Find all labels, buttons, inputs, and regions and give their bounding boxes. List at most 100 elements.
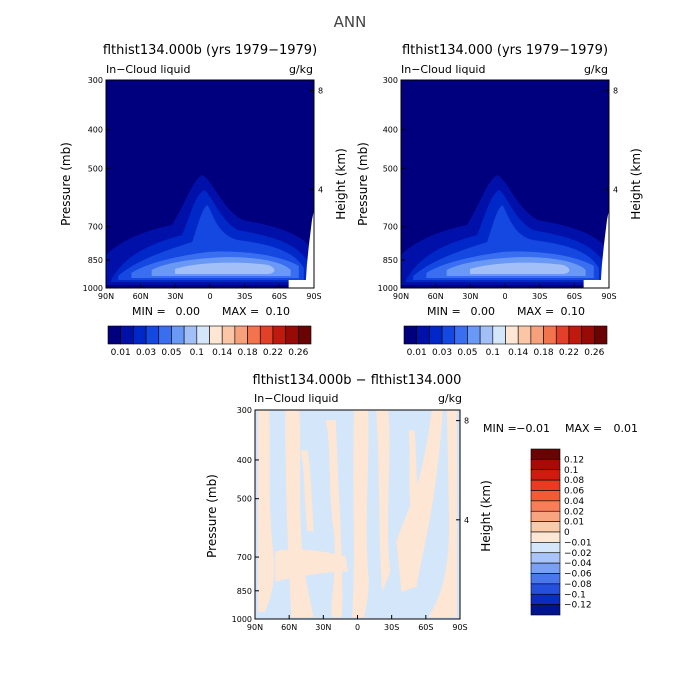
x-tick-label: 90N xyxy=(393,292,409,301)
colorbar-swatch xyxy=(259,325,274,345)
pressure-axis-label: Pressure (mb) xyxy=(205,474,219,558)
colorbar-swatch xyxy=(158,325,172,345)
height-axis-label: Height (km) xyxy=(629,148,643,219)
colorbar-swatch xyxy=(555,325,570,345)
colorbar-label: −0.04 xyxy=(564,559,592,569)
colorbar-swatch xyxy=(285,325,299,345)
colorbar-swatch xyxy=(196,325,210,345)
colorbar-label: 0.02 xyxy=(564,507,584,517)
colorbar-swatch xyxy=(145,325,160,345)
units-label: g/kg xyxy=(438,392,462,405)
colorbar-swatch xyxy=(221,325,236,345)
colorbar-label: −0.08 xyxy=(564,580,592,590)
colorbar-label: 0.06 xyxy=(564,487,584,497)
units-label: g/kg xyxy=(584,63,608,76)
colorbar-label: −0.12 xyxy=(564,601,592,611)
y-tick-label: 300 xyxy=(383,76,398,85)
colorbar-swatch xyxy=(530,521,561,533)
colorbar-label: 0.14 xyxy=(212,348,232,358)
colorbar-label: −0.02 xyxy=(564,549,592,559)
stat-max-value: 0.10 xyxy=(561,305,586,318)
contour-band xyxy=(469,262,570,274)
stat-max-label: MAX = xyxy=(517,305,554,318)
stat-max-value: 0.10 xyxy=(266,305,291,318)
x-tick-label: 60N xyxy=(281,623,297,632)
colorbar-swatch xyxy=(441,325,456,345)
colorbar-swatch xyxy=(416,325,430,345)
stat-min-label: MIN = xyxy=(132,305,166,318)
stat-min-value: 0.00 xyxy=(176,305,201,318)
colorbar-swatch xyxy=(133,325,147,345)
stat-max-label: MAX = xyxy=(222,305,259,318)
x-tick-label: 90N xyxy=(247,623,263,632)
x-tick-label: 60S xyxy=(567,292,582,301)
colorbar-swatch xyxy=(403,325,417,345)
contour-band xyxy=(325,420,343,617)
height-tick-label: 8 xyxy=(464,417,469,426)
x-tick-label: 0 xyxy=(502,292,507,301)
y-tick-label: 1000 xyxy=(378,284,398,293)
x-tick-label: 30N xyxy=(462,292,478,301)
colorbar-label: 0.14 xyxy=(508,348,528,358)
colorbar-label: 0.05 xyxy=(161,348,181,358)
x-tick-label: 90S xyxy=(452,623,467,632)
colorbar-swatch xyxy=(530,325,544,345)
colorbar-swatch xyxy=(530,593,561,605)
stat-min-label: MIN = xyxy=(427,305,461,318)
colorbar-swatch xyxy=(530,542,561,554)
y-tick-label: 1000 xyxy=(232,615,252,624)
contour-band xyxy=(300,450,314,532)
colorbar-swatch xyxy=(530,573,561,585)
colorbar-label: 0.1 xyxy=(190,348,204,358)
colorbar-label: 0.1 xyxy=(486,348,500,358)
x-tick-label: 60S xyxy=(418,623,433,632)
contour-band xyxy=(275,549,348,582)
panel-difference: flthist134.000b − flthist134.000 In−Clou… xyxy=(205,373,638,632)
colorbar-swatch xyxy=(530,490,561,502)
colorbar-swatch xyxy=(530,510,561,522)
colorbar-swatch xyxy=(247,325,261,345)
panel-title: flthist134.000b − flthist134.000 xyxy=(253,373,462,388)
contour-band xyxy=(376,410,391,592)
colorbar-swatch xyxy=(530,552,561,564)
y-tick-label: 500 xyxy=(88,164,103,173)
x-tick-label: 90S xyxy=(306,292,321,301)
colorbar-swatch xyxy=(107,325,121,345)
y-tick-label: 850 xyxy=(88,256,103,265)
colorbar-swatch xyxy=(183,325,198,345)
variable-label: In−Cloud liquid xyxy=(254,392,338,405)
panel-title: flthist134.000b (yrs 1979−1979) xyxy=(103,43,317,58)
panel-title: flthist134.000 (yrs 1979−1979) xyxy=(402,43,608,58)
colorbar-label: −0.01 xyxy=(564,538,592,548)
colorbar-swatch xyxy=(454,325,468,345)
stat-max-value: 0.01 xyxy=(614,422,639,435)
colorbar-label: 0.26 xyxy=(584,348,604,358)
colorbar: 0.01 0.03 0.05 0.1 0.14 0.18 0.22 0.26 xyxy=(107,325,312,358)
colorbar-swatch xyxy=(530,604,561,616)
colorbar-swatch xyxy=(530,469,561,481)
units-label: g/kg xyxy=(289,63,313,76)
colorbar-swatch xyxy=(479,325,494,345)
colorbar-swatch xyxy=(492,325,506,345)
x-tick-label: 30N xyxy=(315,623,331,632)
y-tick-label: 1000 xyxy=(83,284,103,293)
x-tick-label: 0 xyxy=(207,292,212,301)
x-tick-label: 60N xyxy=(428,292,444,301)
colorbar-label: 0.22 xyxy=(559,348,579,358)
x-tick-label: 0 xyxy=(355,623,360,632)
colorbar-swatch xyxy=(530,448,561,460)
colorbar-swatch xyxy=(530,531,561,543)
colorbar-swatch xyxy=(298,325,312,345)
colorbar-label: 0.22 xyxy=(263,348,283,358)
stat-min-value: 0.00 xyxy=(471,305,496,318)
height-tick-label: 4 xyxy=(613,185,618,194)
colorbar: 0.01 0.03 0.05 0.1 0.14 0.18 0.22 0.26 xyxy=(403,325,608,358)
colorbar-label: 0.01 xyxy=(407,348,427,358)
y-tick-label: 300 xyxy=(237,406,252,415)
colorbar-label: 0.05 xyxy=(457,348,477,358)
colorbar-swatch xyxy=(234,325,248,345)
height-tick-label: 8 xyxy=(613,87,618,96)
contour-band xyxy=(258,410,275,612)
colorbar-label: 0.26 xyxy=(288,348,308,358)
